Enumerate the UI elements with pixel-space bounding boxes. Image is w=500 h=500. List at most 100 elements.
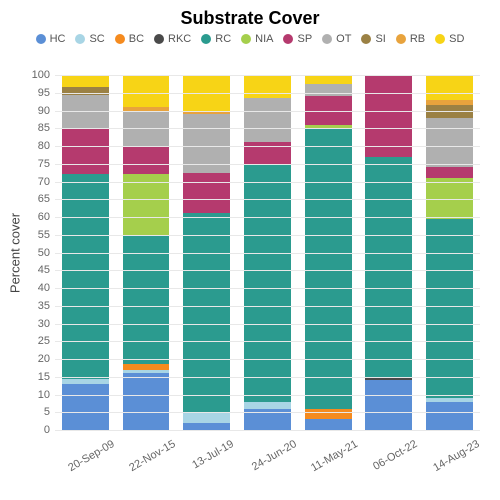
y-tick-label: 30 (25, 318, 50, 330)
y-tick-label: 65 (25, 193, 50, 205)
segment-hc (426, 402, 473, 430)
segment-sp (365, 75, 412, 157)
segment-rc (426, 219, 473, 398)
y-tick-label: 20 (25, 353, 50, 365)
segment-bc (305, 409, 352, 420)
legend-item-bc: BC (115, 33, 144, 45)
gridline (55, 217, 480, 218)
segment-sp (62, 128, 109, 174)
legend-swatch (115, 34, 125, 44)
segment-sc (244, 402, 291, 409)
gridline (55, 146, 480, 147)
chart-title: Substrate Cover (0, 0, 500, 29)
legend-swatch (241, 34, 251, 44)
segment-sd (244, 75, 291, 98)
segment-rc (123, 235, 170, 365)
segment-ot (426, 118, 473, 168)
legend-label: SI (375, 33, 385, 45)
segment-sc (183, 412, 230, 423)
gridline (55, 128, 480, 129)
gridline (55, 395, 480, 396)
legend-label: HC (50, 33, 66, 45)
y-tick-label: 55 (25, 229, 50, 241)
segment-sd (305, 75, 352, 84)
x-tick-label: 06-Oct-22 (371, 438, 419, 473)
legend-swatch (361, 34, 371, 44)
chart-area: Percent cover 05101520253035404550556065… (55, 75, 480, 430)
y-tick-label: 10 (25, 389, 50, 401)
y-tick-label: 15 (25, 371, 50, 383)
legend-item-sc: SC (75, 33, 104, 45)
y-tick-label: 40 (25, 282, 50, 294)
segment-ot (305, 84, 352, 96)
gridline (55, 288, 480, 289)
x-tick-label: 13-Jul-19 (190, 438, 236, 471)
x-tick-label: 22-Nov-15 (127, 438, 177, 474)
legend-label: OT (336, 33, 351, 45)
legend-label: SD (449, 33, 464, 45)
gridline (55, 430, 480, 431)
legend-item-rkc: RKC (154, 33, 191, 45)
legend-swatch (75, 34, 85, 44)
legend-swatch (435, 34, 445, 44)
y-tick-label: 35 (25, 300, 50, 312)
legend-item-nia: NIA (241, 33, 273, 45)
gridline (55, 306, 480, 307)
x-tick-label: 24-Jun-20 (249, 438, 298, 473)
legend-swatch (36, 34, 46, 44)
segment-rc (183, 213, 230, 412)
segment-sd (426, 75, 473, 100)
segment-sp (123, 146, 170, 174)
legend: HC SC BC RKC RC NIA SP OT SI RB SD (0, 29, 500, 49)
segment-rc (62, 174, 109, 378)
y-tick-label: 70 (25, 176, 50, 188)
y-tick-label: 5 (25, 406, 50, 418)
legend-swatch (154, 34, 164, 44)
gridline (55, 270, 480, 271)
legend-item-sd: SD (435, 33, 464, 45)
gridline (55, 111, 480, 112)
legend-label: SP (297, 33, 312, 45)
y-tick-label: 95 (25, 87, 50, 99)
segment-ot (244, 98, 291, 142)
y-tick-label: 45 (25, 264, 50, 276)
legend-label: NIA (255, 33, 273, 45)
legend-label: RKC (168, 33, 191, 45)
y-tick-label: 85 (25, 122, 50, 134)
gridline (55, 341, 480, 342)
gridline (55, 253, 480, 254)
x-tick-label: 14-Aug-23 (431, 438, 481, 474)
y-tick-label: 50 (25, 247, 50, 259)
legend-item-rb: RB (396, 33, 425, 45)
legend-item-sp: SP (283, 33, 312, 45)
y-tick-label: 90 (25, 105, 50, 117)
segment-nia (123, 174, 170, 234)
legend-label: RC (215, 33, 231, 45)
y-tick-label: 75 (25, 158, 50, 170)
gridline (55, 164, 480, 165)
segment-sd (123, 75, 170, 107)
x-tick-label: 20-Sep-09 (67, 438, 117, 474)
gridline (55, 324, 480, 325)
legend-label: RB (410, 33, 425, 45)
legend-label: BC (129, 33, 144, 45)
y-tick-label: 80 (25, 140, 50, 152)
segment-sp (426, 167, 473, 178)
legend-swatch (322, 34, 332, 44)
gridline (55, 377, 480, 378)
y-axis-label: Percent cover (8, 212, 23, 292)
segment-hc (183, 423, 230, 430)
y-tick-label: 0 (25, 424, 50, 436)
y-tick-label: 100 (25, 69, 50, 81)
segment-hc (62, 384, 109, 430)
segment-hc (365, 380, 412, 430)
x-tick-label: 11-May-21 (309, 438, 360, 474)
gridline (55, 75, 480, 76)
segment-hc (123, 373, 170, 430)
segment-sp (183, 173, 230, 214)
gridline (55, 199, 480, 200)
y-tick-label: 60 (25, 211, 50, 223)
legend-item-hc: HC (36, 33, 66, 45)
legend-item-si: SI (361, 33, 385, 45)
segment-rc (365, 157, 412, 377)
